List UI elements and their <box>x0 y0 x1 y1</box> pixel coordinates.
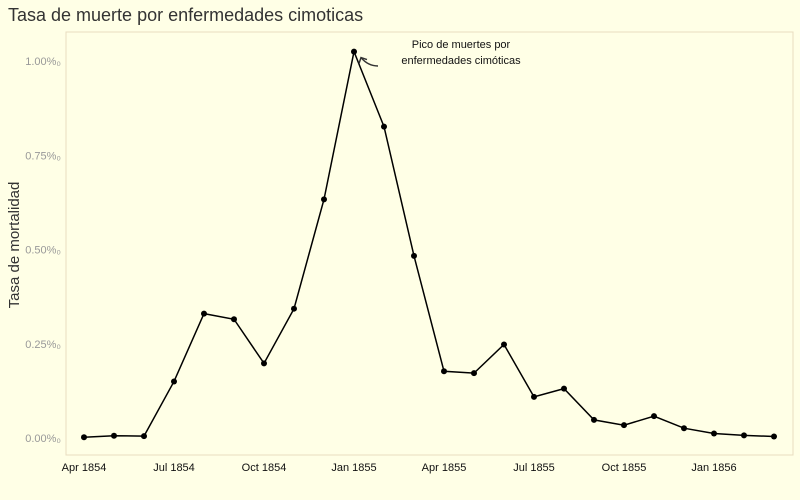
data-point <box>171 378 177 385</box>
y-axis-label: Tasa de mortalidad <box>6 182 23 309</box>
data-point <box>111 432 117 439</box>
data-point <box>741 432 747 439</box>
y-tick-label: 1.00%₀ <box>25 56 61 68</box>
data-point <box>591 416 597 423</box>
data-point <box>351 48 357 55</box>
data-point <box>681 425 687 432</box>
plot-panel-border <box>65 31 794 456</box>
x-tick-label: Jul 1854 <box>153 462 195 474</box>
data-point <box>561 385 567 392</box>
data-point <box>441 368 447 375</box>
x-tick-label: Oct 1855 <box>602 462 647 474</box>
y-tick-label: 0.75%₀ <box>25 150 61 162</box>
data-point <box>711 430 717 437</box>
annotation-text: Pico de muertes por enfermedades cimótica… <box>401 39 521 67</box>
data-point <box>651 413 657 420</box>
data-point <box>411 252 417 259</box>
data-point <box>201 310 207 317</box>
data-point <box>81 434 87 441</box>
chart-title: Tasa de muerte por enfermedades cimotica… <box>8 5 364 25</box>
data-point <box>621 422 627 429</box>
annotation-arrow <box>360 57 379 67</box>
data-point <box>141 433 147 440</box>
annotation-arrowhead <box>358 56 368 64</box>
y-tick-label: 0.25%₀ <box>25 339 61 351</box>
data-point <box>321 196 327 203</box>
y-tick-label: 0.00%₀ <box>25 433 61 445</box>
data-points <box>81 48 777 441</box>
x-tick-label: Jan 1855 <box>331 462 376 474</box>
x-axis-ticks: Apr 1854 Jul 1854 Oct 1854 Jan 1855 Apr 1855… <box>62 462 737 474</box>
x-tick-label: Apr 1854 <box>62 462 107 474</box>
data-point <box>771 433 777 440</box>
series-line <box>83 48 775 438</box>
data-point <box>471 370 477 377</box>
annotation-line: enfermedades cimóticas <box>401 55 521 67</box>
annotation-line: Pico de muertes por <box>412 39 511 51</box>
data-point <box>291 305 297 312</box>
data-point <box>381 123 387 130</box>
y-axis-ticks: 0.00%₀ 0.25%₀ 0.50%₀ 0.75%₀ 1.00%₀ <box>25 56 61 445</box>
data-point <box>261 360 267 367</box>
x-tick-label: Jul 1855 <box>513 462 555 474</box>
data-point <box>231 316 237 323</box>
data-point <box>501 341 507 348</box>
y-tick-label: 0.50%₀ <box>25 245 61 257</box>
x-tick-label: Apr 1855 <box>422 462 467 474</box>
x-tick-label: Jan 1856 <box>691 462 736 474</box>
data-point <box>531 393 537 400</box>
x-tick-label: Oct 1854 <box>242 462 287 474</box>
